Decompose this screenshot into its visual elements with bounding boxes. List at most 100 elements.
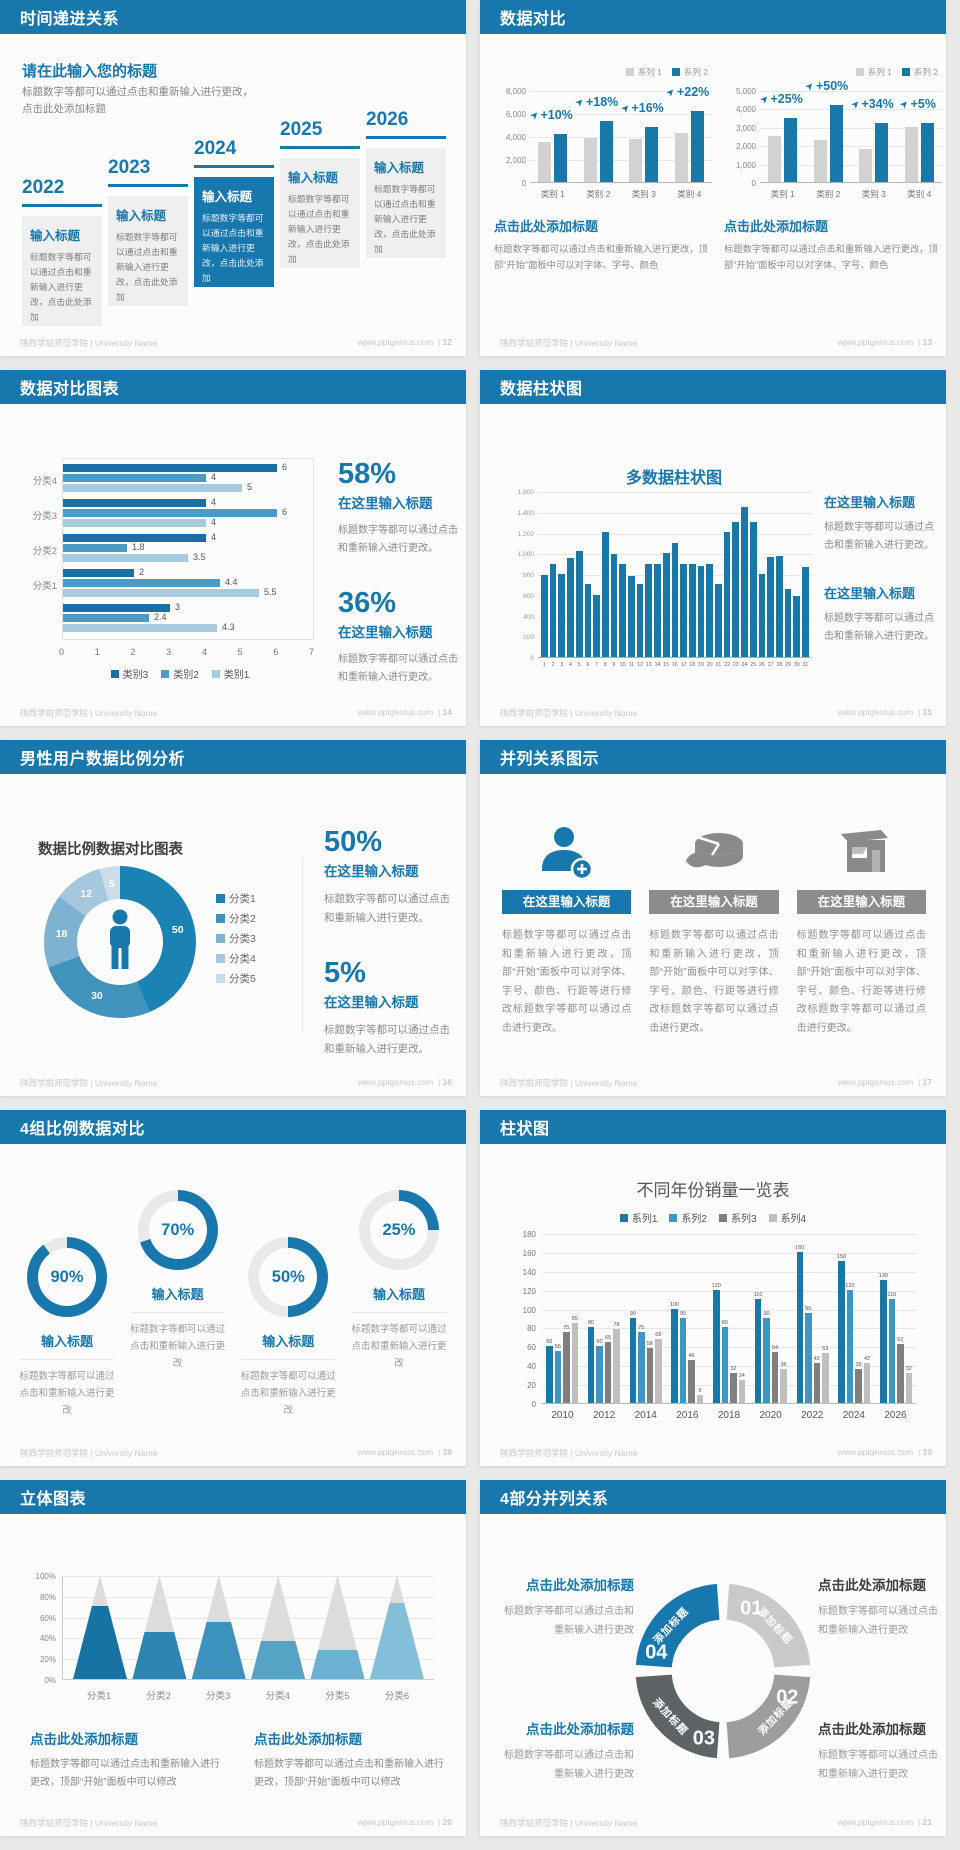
bar — [723, 532, 731, 657]
slide-four-parts[interactable]: 4部分并列关系 01 02 03 04 添加标题 添加标题 添加标题 添加标题 点击此处添加标… — [480, 1480, 946, 1836]
hbar-plot: 分类4 6 4 5 分类3 4 6 4 分类2 4 1.8 3.5 分类1 2 4.4 5.5 3 2.4 4.3 — [33, 458, 314, 640]
footer-right: www.pptgenius.com | 17 — [837, 1077, 932, 1087]
bars — [538, 492, 812, 657]
gridline — [538, 512, 812, 514]
legend-swatch — [619, 1213, 628, 1222]
slide-body: 系列 1 系列 2 8,000 6,000 4,000 2,000 0 ➤ +10% ➤ +18% ➤… — [480, 34, 946, 356]
slide-body: 请在此输入您的标题 标题数字等都可以通过点击和重新输入进行更改，点击此处添加标题… — [0, 34, 466, 356]
legend-swatch — [161, 669, 170, 678]
bar-wrap: 78 — [613, 1322, 620, 1403]
slide-footer: 陕西学前师范学院 | University Name www.pptgenius… — [20, 707, 452, 719]
plot: ➤ +25% ➤ +50% ➤ +34% ➤ +5% — [758, 79, 942, 183]
slide-time-progression[interactable]: 时间递进关系 请在此输入您的标题 标题数字等都可以通过点击和重新输入进行更改，点… — [0, 0, 466, 356]
x-tick-label: 16 — [672, 662, 678, 668]
slide-donut-analysis[interactable]: 男性用户数据比例分析 数据比例数据对比图表 50 30 18 12 5 分类1 分类2 分类… — [0, 740, 466, 1096]
y-tick-label: 20% — [39, 1655, 56, 1665]
bar-series4 — [780, 1369, 787, 1403]
bar — [601, 532, 609, 657]
bar-wrap: 46 — [688, 1353, 695, 1403]
pyramid-fill — [73, 1606, 127, 1679]
bar: 4 — [63, 532, 216, 542]
chart-legend: 系列 1 系列 2 — [724, 66, 938, 78]
block-text: 标题数字等都可以通过点击和重新输入进行更改。 — [824, 522, 934, 551]
stat-block: 36% 在这里输入标题 标题数字等都可以通过点击和重新输入进行更改。 — [338, 589, 462, 686]
bar-series2 — [721, 1327, 728, 1403]
text-block: 点击此处添加标题 标题数字等都可以通过点击和重新输入进行更改 — [818, 1718, 942, 1784]
gridline — [538, 533, 812, 535]
text-block: 点击此处添加标题 标题数字等都可以通过点击和重新输入进行更改 — [504, 1718, 634, 1784]
block-text: 标题数字等都可以通过点击和重新输入进行更改 — [818, 1606, 938, 1636]
bar-series2 — [920, 123, 934, 182]
item-title-bar: 在这里输入标题 — [649, 890, 779, 914]
value-label: 4.4 — [225, 577, 238, 587]
block-heading: 点击此处添加标题 — [818, 1578, 926, 1593]
legend-swatch — [216, 954, 225, 963]
timeline: 2022 输入标题 标题数字等都可以通过点击和重新输入进行更改，点击此处添加 2023… — [22, 70, 446, 326]
bar-series4 — [571, 1322, 578, 1403]
bar — [593, 595, 600, 657]
bar-wrap: 90 — [629, 1311, 636, 1403]
slide-title-bar: 4组比例数据对比 — [0, 1110, 466, 1144]
value-label: 110 — [887, 1292, 897, 1299]
bar — [619, 564, 627, 657]
x-axis: 0 1 2 3 4 5 6 7 — [59, 647, 314, 659]
x-tick-label: 12 — [637, 662, 643, 668]
slide-ratio-rings[interactable]: 4组比例数据对比 90% 输入标题 标题数字等都可以通过点击和重新输入进行更改 70%… — [0, 1110, 466, 1466]
category-label: 分类4 — [32, 476, 57, 487]
ring-heading: 输入标题 — [262, 1334, 315, 1349]
bar-series1 — [713, 1289, 720, 1403]
bar-group: 120 80 32 24 — [712, 1283, 745, 1403]
stat-text: 标题数字等都可以通过点击和重新输入进行更改。 — [338, 525, 458, 554]
ring-text: 标题数字等都可以通过点击和重新输入进行更改 — [19, 1371, 115, 1417]
slide-grouped-bars[interactable]: 柱状图 不同年份销量一览表 系列1 系列2 系列3 系列4 180 160 140 120 1… — [480, 1110, 946, 1466]
legend-item: 系列 2 — [901, 66, 938, 78]
slide-title-bar: 数据对比图表 — [0, 370, 466, 404]
category-label: 分类6 — [384, 1691, 410, 1702]
slide-3d-chart[interactable]: 立体图表 100% 80% 60% 40% 20% 0% 分类1 分类2 分类3 分类4 分类5 分… — [0, 1480, 466, 1836]
y-tick-label: 1,000 — [517, 551, 534, 559]
bar-wrap: 85 — [571, 1316, 578, 1403]
y-tick-label: 40% — [39, 1634, 56, 1644]
legend-label: 类别1 — [223, 670, 250, 681]
footer-left: 陕西学前师范学院 | University Name — [20, 1818, 158, 1828]
bar-series3 — [646, 1348, 653, 1403]
value-label: 2 — [139, 567, 145, 577]
bar-wrap: 62 — [897, 1337, 904, 1403]
gridline — [760, 127, 942, 129]
timeline-box-text: 标题数字等都可以通过点击和重新输入进行更改，点击此处添加 — [288, 194, 350, 264]
ring-item: 25% 输入标题 标题数字等都可以通过点击和重新输入进行更改 — [346, 1190, 452, 1419]
value-label: 53 — [822, 1345, 829, 1352]
value-label: 60 — [546, 1339, 553, 1346]
slide-footer: 陕西学前师范学院 | University Name www.pptgenius… — [500, 1447, 932, 1459]
bar-series3 — [730, 1372, 737, 1403]
x-tick-label: 类别 1 — [540, 189, 565, 199]
slide-footer: 陕西学前师范学院 | University Name www.pptgenius… — [500, 1077, 932, 1089]
legend-item: 系列1 — [619, 1210, 657, 1225]
legend-item: 类别2 — [161, 666, 199, 681]
value-label: 65 — [604, 1334, 612, 1341]
legend-label: 系列 2 — [683, 67, 708, 77]
ring-segment-03 — [635, 1673, 721, 1759]
y-tick-label: 0 — [530, 655, 534, 662]
slide-column-chart[interactable]: 数据柱状图 多数据柱状图 1,600 1,400 1,200 1,000 800 600 4… — [480, 370, 946, 726]
slide-parallel-relation[interactable]: 并列关系图示 在这里输入标题 标题数字等都可以通过点击和重新输入进行更改，顶部“开… — [480, 740, 946, 1096]
x-tick-label: 17 — [680, 662, 687, 668]
pyramid-fill — [191, 1621, 246, 1679]
x-tick-label: 24 — [741, 662, 748, 668]
bar-series4 — [822, 1352, 829, 1403]
x-tick-label: 2024 — [842, 1410, 865, 1421]
value-label: 4 — [211, 532, 217, 542]
bar-series1 — [796, 1251, 803, 1403]
content-heading: 请在此输入您的标题 — [22, 63, 158, 80]
y-tick-label: 100 — [522, 1305, 536, 1315]
bar-series1 — [880, 1280, 887, 1403]
block-text: 标题数字等都可以通过点击和重新输入进行更改 — [504, 1750, 634, 1780]
x-axis: 分类1 分类2 分类3 分类4 分类5 分类6 — [62, 1688, 434, 1702]
footer-right: www.pptgenius.com | 18 — [357, 1447, 452, 1457]
slide-data-compare[interactable]: 数据对比 系列 1 系列 2 8,000 6,000 4,000 2,000 0 ➤ +10% ➤… — [480, 0, 946, 356]
parallel-item: 在这里输入标题 标题数字等都可以通过点击和重新输入进行更改，顶部“开始”面板中可以… — [502, 818, 632, 1038]
slide-hbar-chart[interactable]: 数据对比图表 分类4 6 4 5 分类3 4 6 4 分类2 4 1.8 3.5 分类1 2 4.4 5.5 3… — [0, 370, 466, 726]
bar: 3.5 — [63, 552, 206, 562]
value-label: 120 — [711, 1282, 721, 1289]
